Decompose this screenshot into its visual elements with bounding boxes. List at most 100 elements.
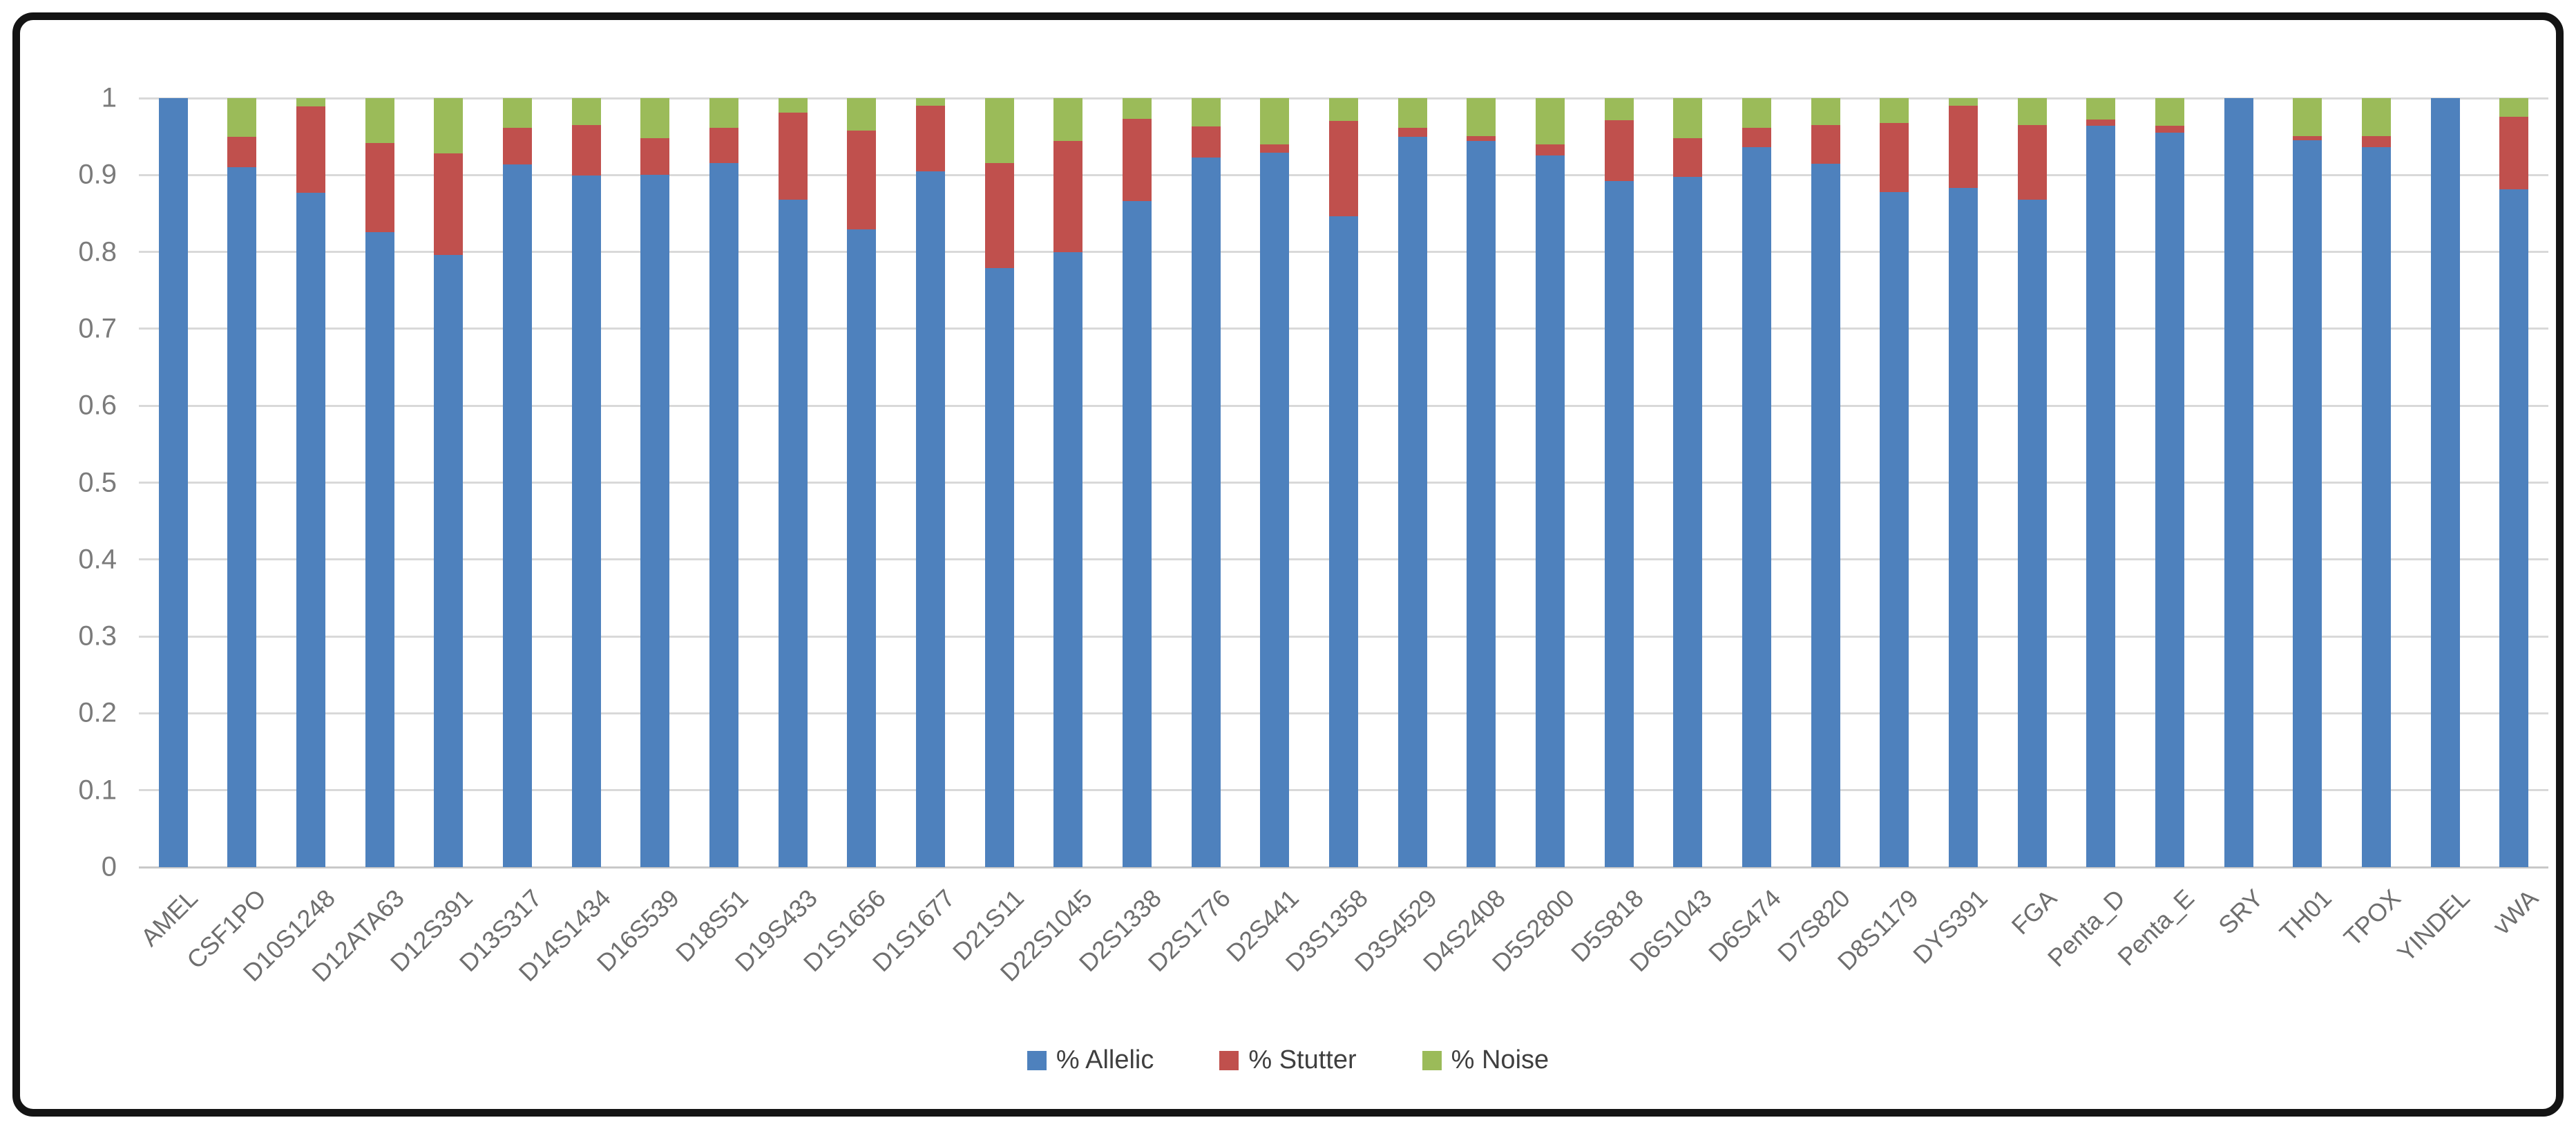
legend-label: % Stutter	[1248, 1045, 1357, 1074]
bar-column	[847, 98, 877, 867]
legend: % Allelic % Stutter % Noise	[20, 1045, 2556, 1075]
x-axis-label: SRY	[2212, 884, 2269, 940]
bar-column	[1604, 98, 1634, 867]
bar-segment-allelic	[1604, 181, 1634, 867]
bar-column	[984, 98, 1014, 867]
legend-label: % Noise	[1451, 1045, 1549, 1074]
bar-segment-noise	[984, 98, 1014, 163]
bar-column	[2224, 98, 2253, 867]
x-axis-label: vWA	[2487, 884, 2544, 940]
bar-segment-allelic	[1260, 153, 1290, 867]
bar-column	[1260, 98, 1290, 867]
bar-segment-allelic	[571, 175, 601, 867]
bar-segment-allelic	[1880, 191, 1909, 867]
bar-segment-allelic	[916, 171, 946, 867]
bar-segment-allelic	[2430, 98, 2460, 867]
bar-segment-allelic	[1329, 216, 1358, 867]
bar-segment-allelic	[2017, 199, 2047, 867]
bar-segment-noise	[434, 98, 464, 154]
legend-item: % Noise	[1422, 1045, 1549, 1075]
bar-segment-noise	[1604, 98, 1634, 121]
bar-column	[365, 98, 394, 867]
bar-segment-noise	[1880, 98, 1909, 123]
bar-segment-stutter	[227, 136, 257, 168]
y-axis-label: 0.1	[78, 775, 117, 806]
bar-column	[1191, 98, 1221, 867]
bar-segment-stutter	[503, 128, 533, 164]
bar-segment-allelic	[847, 229, 877, 867]
bar-column	[1397, 98, 1427, 867]
bar-segment-noise	[503, 98, 533, 129]
bar-segment-noise	[640, 98, 670, 138]
bar-segment-allelic	[296, 192, 326, 867]
bar-segment-noise	[1329, 98, 1358, 122]
bar-column	[227, 98, 257, 867]
bar-segment-allelic	[1742, 147, 1771, 867]
bar-column	[709, 98, 739, 867]
bar-segment-stutter	[778, 113, 808, 200]
bar-segment-stutter	[2017, 124, 2047, 200]
bar-segment-stutter	[1880, 122, 1909, 192]
legend-label: % Allelic	[1056, 1045, 1154, 1074]
bar-segment-stutter	[916, 106, 946, 171]
bar-column	[1123, 98, 1152, 867]
x-axis-line	[139, 866, 2548, 869]
bar-column	[1742, 98, 1771, 867]
y-axis-label: 0.8	[78, 236, 117, 267]
bar-column	[1811, 98, 1840, 867]
bar-segment-noise	[778, 98, 808, 113]
bar-segment-stutter	[1467, 135, 1496, 142]
legend-item: % Stutter	[1219, 1045, 1357, 1075]
bar-segment-noise	[2086, 98, 2116, 120]
y-axis-label: 0.7	[78, 313, 117, 344]
bar-segment-noise	[1673, 98, 1703, 138]
y-axis-label: 0.9	[78, 159, 117, 190]
y-axis-label: 0.6	[78, 390, 117, 421]
chart-outer-border: 0 0.1 0.2 0.3 0.4 0.5 0.6 0.7 0.8 0.9 1 AMEL CSF1PO…	[12, 12, 2564, 1117]
bar-segment-allelic	[1811, 163, 1840, 867]
bar-segment-stutter	[1742, 128, 1771, 148]
bar-segment-stutter	[1811, 124, 1840, 164]
bar-segment-stutter	[434, 153, 464, 256]
bar-column	[1880, 98, 1909, 867]
bar-segment-noise	[847, 98, 877, 131]
bar-segment-stutter	[1397, 128, 1427, 137]
bar-segment-allelic	[1053, 252, 1083, 867]
bar-column	[296, 98, 326, 867]
bar-segment-noise	[1397, 98, 1427, 129]
bar-segment-stutter	[847, 130, 877, 230]
bar-column	[2155, 98, 2184, 867]
bar-segment-noise	[1191, 98, 1221, 127]
bar-segment-noise	[1260, 98, 1290, 144]
legend-swatch-icon	[1219, 1050, 1239, 1070]
bar-segment-allelic	[1948, 188, 1978, 867]
bar-segment-noise	[2017, 98, 2047, 125]
bar-segment-allelic	[1397, 136, 1427, 867]
x-axis-label: Penta_E	[2112, 884, 2200, 971]
bar-segment-allelic	[1673, 176, 1703, 867]
bar-segment-noise	[1811, 98, 1840, 125]
bar-column	[571, 98, 601, 867]
bar-segment-stutter	[2086, 120, 2116, 126]
bar-segment-allelic	[1467, 141, 1496, 867]
bar-segment-stutter	[1673, 137, 1703, 177]
y-axis-label: 0.4	[78, 544, 117, 575]
bar-segment-stutter	[984, 162, 1014, 268]
bar-column	[1673, 98, 1703, 867]
bar-column	[1948, 98, 1978, 867]
bar-column	[2293, 98, 2322, 867]
bar-segment-stutter	[1053, 141, 1083, 252]
bar-column	[2086, 98, 2116, 867]
x-axis-label: DYS391	[1907, 884, 1993, 969]
bar-segment-allelic	[365, 231, 394, 867]
bar-segment-stutter	[1948, 106, 1978, 189]
x-axis-label: FGA	[2005, 884, 2062, 940]
bar-segment-allelic	[158, 98, 188, 867]
bar-segment-stutter	[1535, 144, 1565, 156]
bar-segment-stutter	[709, 128, 739, 163]
bar-segment-stutter	[2499, 116, 2529, 190]
bar-segment-allelic	[1123, 201, 1152, 867]
bar-segment-noise	[1467, 98, 1496, 136]
bar-segment-noise	[1123, 98, 1152, 120]
